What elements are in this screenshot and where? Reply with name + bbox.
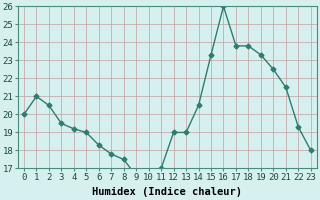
X-axis label: Humidex (Indice chaleur): Humidex (Indice chaleur) [92, 187, 242, 197]
